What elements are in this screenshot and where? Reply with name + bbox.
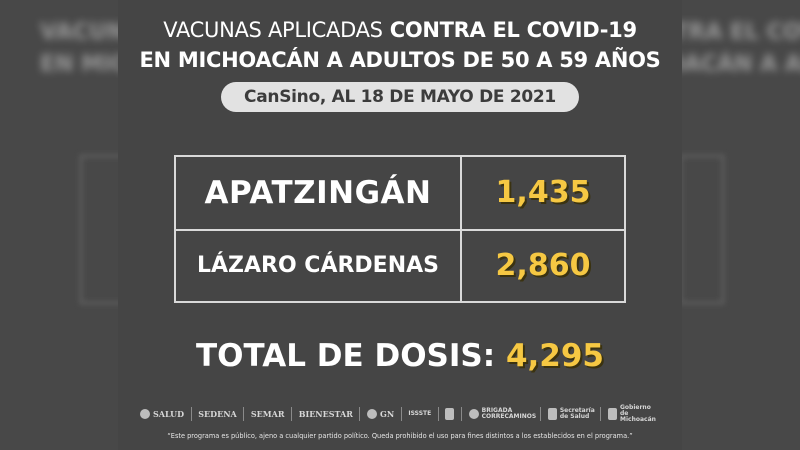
logo-salud: SALUD — [140, 409, 184, 419]
title-light: VACUNAS APLICADAS — [163, 18, 383, 42]
total-label: TOTAL DE DOSIS: — [195, 338, 496, 374]
michoacan-shield-icon — [608, 408, 617, 420]
municipality-name: APATZINGÁN — [174, 155, 462, 231]
logo-secretaria-salud: Secretaría de Salud — [547, 408, 595, 420]
total-doses: TOTAL DE DOSIS: 4,295 — [118, 338, 682, 374]
imss-icon — [445, 408, 455, 420]
blurred-table-right — [680, 155, 724, 304]
bienestar-icon: BIENESTAR — [298, 409, 353, 419]
legal-disclaimer: “Este programa es público, ajeno a cualq… — [167, 432, 633, 440]
institution-logos: SALUD SEDENA SEMAR BIENESTAR GN ISSSTE B… — [140, 404, 660, 424]
sedena-icon: SEDENA — [198, 409, 237, 419]
divider — [400, 407, 402, 421]
divider — [540, 407, 542, 421]
doses-value: 1,435 — [460, 155, 626, 231]
issste-icon: ISSSTE — [408, 410, 432, 417]
semar-icon: SEMAR — [250, 409, 285, 419]
total-value: 4,295 — [505, 338, 604, 374]
doses-value: 2,860 — [460, 228, 626, 304]
logo-issste: ISSSTE — [408, 411, 431, 417]
logo-sedena: SEDENA — [198, 409, 236, 419]
divider — [243, 407, 245, 421]
title-bold: CONTRA EL COVID-19 — [389, 18, 637, 42]
salud-eagle-icon — [140, 409, 150, 419]
divider — [600, 407, 602, 421]
doses-table: APATZINGÁN 1,435 LÁZARO CÁRDENAS 2,860 — [174, 155, 626, 304]
municipality-name: LÁZARO CÁRDENAS — [174, 228, 462, 304]
title-line-2: EN MICHOACÁN A ADULTOS DE 50 A 59 AÑOS — [139, 48, 661, 72]
logo-bienestar: BIENESTAR — [299, 409, 353, 419]
table-row: APATZINGÁN 1,435 — [174, 155, 626, 231]
correcaminos-icon — [468, 409, 479, 419]
divider — [461, 407, 463, 421]
logo-gobierno-michoacan: Gobierno de Michoacán — [608, 405, 660, 423]
divider — [291, 407, 293, 421]
logo-semar: SEMAR — [251, 409, 285, 419]
infographic-panel: VACUNAS APLICADAS CONTRA EL COVID-19 EN … — [118, 0, 682, 450]
logo-imss — [445, 408, 455, 420]
divider — [359, 407, 361, 421]
logo-gn: GN — [367, 409, 394, 419]
divider — [190, 407, 192, 421]
vaccine-date-pill: CanSino, AL 18 DE MAYO DE 2021 — [221, 82, 579, 112]
divider — [437, 407, 439, 421]
title-line-1: VACUNAS APLICADAS CONTRA EL COVID-19 — [118, 18, 682, 42]
logo-correcaminos: BRIGADA CORRECAMINOS — [468, 408, 536, 420]
guardia-nacional-icon — [367, 409, 378, 419]
table-row: LÁZARO CÁRDENAS 2,860 — [174, 228, 626, 304]
michoacan-shield-icon — [547, 408, 557, 420]
